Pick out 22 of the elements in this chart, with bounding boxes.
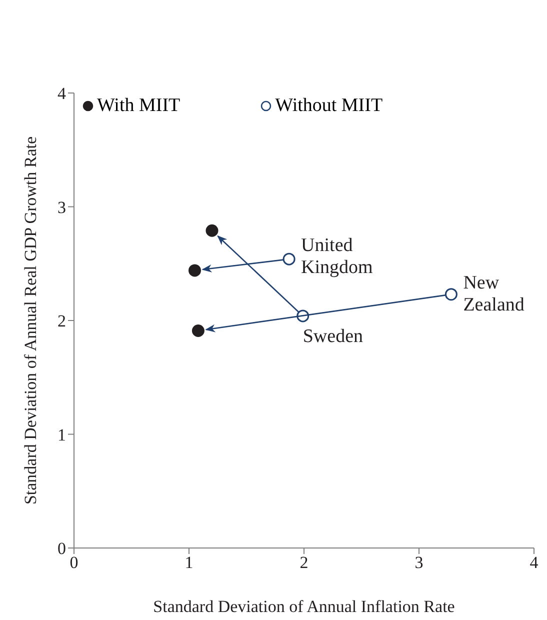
point <box>188 264 201 277</box>
legend-label: With MIIT <box>97 95 180 117</box>
point <box>444 288 458 301</box>
point <box>206 224 218 237</box>
y-tick-label: 0 <box>58 539 66 558</box>
point <box>282 252 296 266</box>
x-tick-label: 0 <box>70 553 78 572</box>
y-tick-label: 1 <box>58 425 66 444</box>
annotation: New Zealand <box>463 272 525 316</box>
y-tick-label: 3 <box>58 198 66 217</box>
y-tick-label: 4 <box>58 84 66 104</box>
annotation: Sweden <box>302 326 364 347</box>
legend-label: Without MIIT <box>275 95 383 117</box>
y-tick-label: 2 <box>58 312 66 331</box>
y-axis-title: Standard Deviation of Annual Real GDP Growth Rate <box>21 136 40 505</box>
point <box>192 324 204 337</box>
x-tick-label: 3 <box>414 553 424 572</box>
x-tick-label: 2 <box>300 553 308 572</box>
x-tick-label: 1 <box>184 553 194 572</box>
x-tick-label: 4 <box>530 553 539 572</box>
x-axis-title: Standard Deviation of Annual Inflation Rate <box>153 597 455 616</box>
annotation: United Kingdom <box>301 235 374 278</box>
